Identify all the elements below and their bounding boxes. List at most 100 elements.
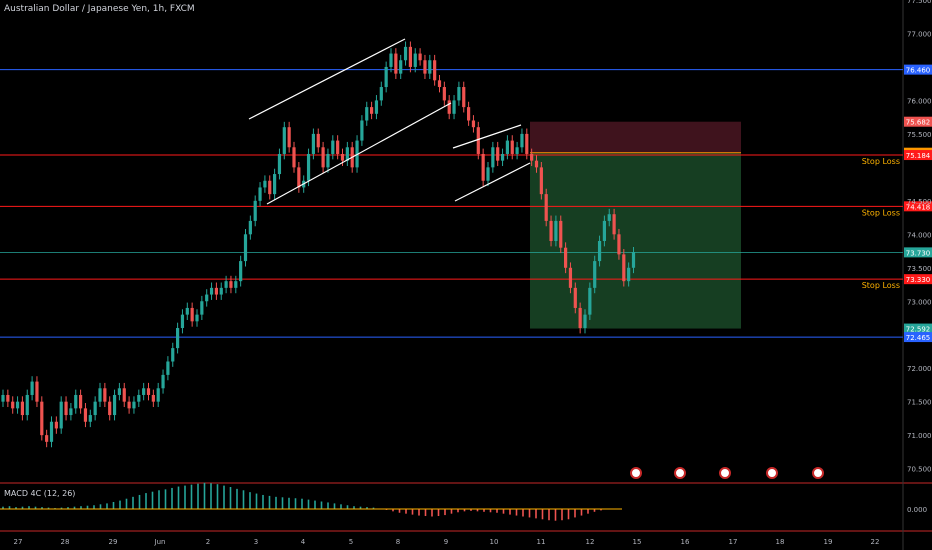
candle-body	[20, 401, 24, 416]
candle-body	[631, 252, 636, 268]
candle-body	[462, 87, 466, 108]
event-icon	[630, 467, 642, 479]
y-tick-label: 73.500	[907, 265, 932, 273]
candle-body	[35, 381, 39, 402]
price-badge-label: 73.730	[906, 249, 931, 257]
x-tick-label: 15	[633, 538, 642, 546]
candle-body	[627, 267, 631, 282]
candle-body	[622, 254, 626, 282]
y-tick-label: 77.500	[907, 0, 932, 5]
candle-body	[544, 194, 548, 221]
candle-body	[423, 60, 427, 74]
y-tick-label: 70.500	[907, 466, 932, 474]
candle-body	[539, 167, 543, 195]
price-badge-label: 76.460	[906, 67, 931, 75]
price-badge-label: 72.465	[906, 334, 931, 342]
stop-loss-label: Stop Loss	[862, 208, 900, 217]
candle-body	[103, 388, 107, 402]
x-tick-label: Jun	[154, 538, 166, 546]
candle-body	[418, 53, 422, 61]
y-tick-label: 71.500	[907, 399, 932, 407]
price-badge-label: 74.418	[906, 203, 931, 211]
stop-loss-label: Stop Loss	[862, 281, 900, 290]
x-tick-label: 17	[729, 538, 738, 546]
candle-body	[365, 107, 369, 121]
price-badge-label: 75.682	[906, 119, 931, 127]
candle-body	[137, 394, 141, 402]
x-tick-label: 12	[586, 538, 595, 546]
candle-body	[176, 328, 180, 349]
candle-body	[433, 60, 437, 81]
candle-body	[45, 435, 49, 442]
candle-body	[549, 220, 553, 241]
candle-body	[209, 287, 214, 295]
price-badge	[904, 274, 932, 285]
candle-body	[180, 314, 185, 329]
candle-body	[442, 87, 446, 101]
candle-body	[311, 133, 315, 154]
macd-label: MACD 4C (12, 26)	[4, 489, 76, 498]
candle-body	[132, 401, 136, 409]
candle-body	[11, 401, 15, 409]
channel-line	[454, 162, 531, 202]
candle-body	[481, 153, 485, 181]
candle-body	[602, 220, 606, 241]
candle-body	[374, 100, 379, 114]
y-tick-label: 77.000	[907, 30, 932, 38]
candle-body	[93, 401, 97, 416]
candle-body	[326, 153, 330, 168]
candle-body	[214, 287, 218, 295]
candle-body	[79, 394, 83, 409]
candle-body	[74, 394, 78, 409]
candle-body	[30, 381, 34, 395]
channel-line	[266, 102, 452, 205]
candle-body	[530, 153, 534, 161]
candle-body	[112, 394, 117, 416]
candle-body	[40, 401, 44, 436]
x-tick-label: 5	[349, 538, 353, 546]
price-badge-label: 72.592	[906, 326, 931, 334]
candle-body	[428, 60, 432, 74]
candle-body	[200, 301, 204, 315]
candle-body	[59, 401, 63, 429]
candle-body	[122, 388, 126, 402]
candle-body	[253, 200, 257, 221]
candle-body	[413, 53, 417, 67]
candle-body	[195, 314, 199, 322]
y-tick-label: 71.000	[907, 432, 932, 440]
profit-zone	[530, 152, 741, 329]
x-tick-label: 22	[871, 538, 880, 546]
x-tick-label: 19	[824, 538, 833, 546]
candle-body	[151, 394, 155, 402]
x-tick-label: 10	[490, 538, 499, 546]
candle-body	[166, 361, 170, 375]
candle-body	[340, 153, 345, 161]
price-badge	[904, 247, 932, 258]
candle-body	[64, 401, 68, 416]
x-tick-label: 16	[681, 538, 690, 546]
candle-body	[268, 180, 272, 195]
candle-body	[617, 234, 621, 255]
candle-body	[321, 147, 325, 168]
y-tick-label: 76.000	[907, 97, 932, 105]
candle-body	[190, 307, 194, 322]
candle-body	[234, 281, 238, 288]
candle-body	[142, 388, 146, 395]
candle-body	[607, 214, 611, 221]
x-tick-label: 8	[396, 538, 400, 546]
x-tick-label: 3	[254, 538, 258, 546]
candle-body	[224, 281, 228, 288]
macd-axis-label: 0.000	[907, 506, 927, 514]
candle-body	[185, 307, 189, 315]
candle-body	[205, 294, 209, 302]
candle-body	[98, 388, 102, 402]
y-tick-label: 74.500	[907, 198, 932, 206]
candle-body	[394, 53, 398, 74]
candle-body	[282, 127, 286, 154]
candle-body	[384, 66, 388, 88]
candle-body	[161, 374, 165, 389]
candle-body	[452, 100, 456, 114]
candle-body	[248, 220, 252, 235]
